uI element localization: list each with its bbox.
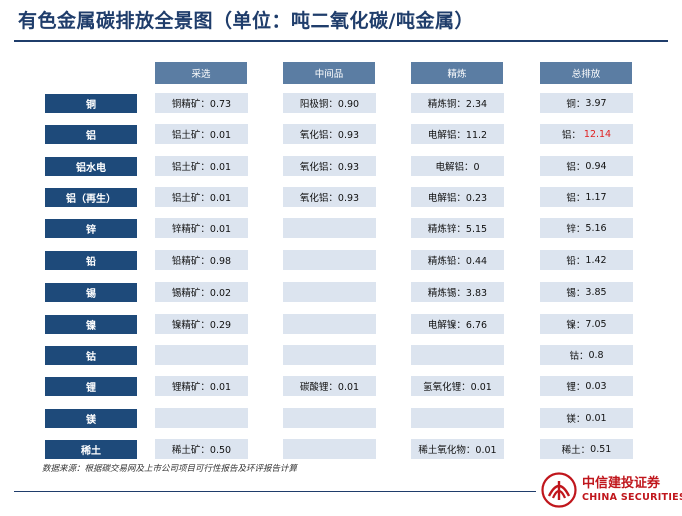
total-value: 1.42 xyxy=(585,254,607,266)
intermediate-cell: 阳极铜：0.90 xyxy=(283,93,376,113)
total-value: 0.8 xyxy=(588,349,604,361)
mining-cell: 镍精矿：0.29 xyxy=(155,314,248,334)
refining-cell xyxy=(411,408,504,428)
intermediate-cell xyxy=(283,408,376,428)
metal-label: 锂 xyxy=(45,377,137,396)
intermediate-cell xyxy=(283,439,376,459)
total-cell: 锡： 3.85 xyxy=(540,282,633,302)
intermediate-cell xyxy=(283,250,376,270)
total-cell: 镍： 7.05 xyxy=(540,314,633,334)
china-securities-logo-icon xyxy=(541,472,577,508)
total-cell: 锂： 0.03 xyxy=(540,376,633,396)
refining-cell: 稀土氧化物：0.01 xyxy=(411,439,504,459)
total-metal: 铝： xyxy=(561,130,581,141)
mining-cell xyxy=(155,408,248,428)
refining-cell: 电解镍：6.76 xyxy=(411,314,504,334)
refining-cell: 电解铝：11.2 xyxy=(411,124,504,144)
metal-label: 铝水电 xyxy=(45,157,137,176)
mining-cell: 铝土矿：0.01 xyxy=(155,124,248,144)
mining-cell: 铝土矿：0.01 xyxy=(155,187,248,207)
column-header-mining: 采选 xyxy=(155,62,247,84)
metal-label: 铜 xyxy=(45,94,137,113)
total-metal: 锂： xyxy=(566,382,586,393)
intermediate-cell: 氧化铝：0.93 xyxy=(283,156,376,176)
total-value: 1.17 xyxy=(585,191,607,203)
total-cell: 稀土： 0.51 xyxy=(540,439,633,459)
total-cell: 锌： 5.16 xyxy=(540,218,633,238)
title-divider xyxy=(14,40,668,42)
total-value: 0.94 xyxy=(585,160,607,172)
intermediate-cell xyxy=(283,218,376,238)
metal-label: 锌 xyxy=(45,219,137,238)
column-header-refining: 精炼 xyxy=(411,62,503,84)
column-header-intermediate: 中间品 xyxy=(283,62,375,84)
mining-cell: 铝土矿：0.01 xyxy=(155,156,248,176)
total-metal: 铝： xyxy=(566,162,586,173)
total-metal: 锡： xyxy=(566,288,586,299)
refining-cell: 电解铝：0.23 xyxy=(411,187,504,207)
intermediate-cell xyxy=(283,345,376,365)
refining-cell: 精炼铜：2.34 xyxy=(411,93,504,113)
refining-cell: 精炼锡：3.83 xyxy=(411,282,504,302)
total-value: 12.14 xyxy=(583,128,612,140)
total-value: 0.03 xyxy=(585,380,607,392)
brand-name-en: CHINA SECURITIES xyxy=(582,492,682,503)
intermediate-cell: 氧化铝：0.93 xyxy=(283,187,376,207)
refining-cell: 电解铝：0 xyxy=(411,156,504,176)
mining-cell: 稀土矿：0.50 xyxy=(155,439,248,459)
total-value: 7.05 xyxy=(585,318,607,330)
intermediate-cell xyxy=(283,314,376,334)
total-metal: 钴： xyxy=(569,351,589,362)
intermediate-cell xyxy=(283,282,376,302)
intermediate-cell: 碳酸锂：0.01 xyxy=(283,376,376,396)
mining-cell: 锡精矿：0.02 xyxy=(155,282,248,302)
data-source-note: 数据来源：根据碳交易网及上市公司项目可行性报告及环评报告计算 xyxy=(42,464,298,474)
intermediate-cell: 氧化铝：0.93 xyxy=(283,124,376,144)
mining-cell: 锂精矿：0.01 xyxy=(155,376,248,396)
total-value: 3.85 xyxy=(585,286,607,298)
total-cell: 铜： 3.97 xyxy=(540,93,633,113)
metal-label: 铝（再生） xyxy=(45,188,137,207)
mining-cell: 锌精矿：0.01 xyxy=(155,218,248,238)
refining-cell xyxy=(411,345,504,365)
column-header-total: 总排放 xyxy=(540,62,632,84)
total-metal: 铜： xyxy=(566,99,586,110)
total-cell: 钴： 0.8 xyxy=(540,345,633,365)
mining-cell: 铅精矿：0.98 xyxy=(155,250,248,270)
total-cell: 铝： 12.14 xyxy=(540,124,633,144)
total-metal: 镍： xyxy=(566,320,586,331)
total-value: 3.97 xyxy=(585,97,607,109)
metal-label: 稀土 xyxy=(45,440,137,459)
mining-cell: 铜精矿：0.73 xyxy=(155,93,248,113)
total-value: 0.01 xyxy=(585,412,607,424)
total-cell: 铅： 1.42 xyxy=(540,250,633,270)
metal-label: 钴 xyxy=(45,346,137,365)
total-cell: 铝： 0.94 xyxy=(540,156,633,176)
brand-name-cn: 中信建投证券 xyxy=(582,476,661,491)
metal-label: 铅 xyxy=(45,251,137,270)
total-cell: 镁： 0.01 xyxy=(540,408,633,428)
refining-cell: 精炼锌：5.15 xyxy=(411,218,504,238)
metal-label: 镁 xyxy=(45,409,137,428)
refining-cell: 氢氧化锂：0.01 xyxy=(411,376,504,396)
total-metal: 镁： xyxy=(566,414,586,425)
mining-cell xyxy=(155,345,248,365)
refining-cell: 精炼铅：0.44 xyxy=(411,250,504,270)
total-metal: 铝： xyxy=(566,193,586,204)
metal-label: 铝 xyxy=(45,125,137,144)
page-title: 有色金属碳排放全景图（单位：吨二氧化碳/吨金属） xyxy=(18,10,474,32)
total-metal: 稀土： xyxy=(561,445,591,456)
metal-label: 锡 xyxy=(45,283,137,302)
metal-label: 镍 xyxy=(45,315,137,334)
footer-divider xyxy=(14,491,536,492)
total-metal: 锌： xyxy=(566,224,586,235)
total-metal: 铅： xyxy=(566,256,586,267)
total-cell: 铝： 1.17 xyxy=(540,187,633,207)
total-value: 0.51 xyxy=(590,443,612,455)
total-value: 5.16 xyxy=(585,222,607,234)
